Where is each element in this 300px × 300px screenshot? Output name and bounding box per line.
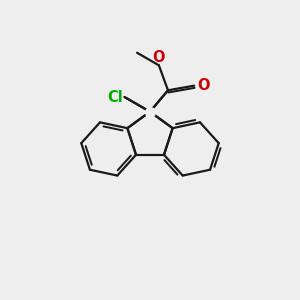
Text: O: O [198, 78, 210, 93]
Text: Cl: Cl [107, 89, 123, 104]
Text: O: O [153, 50, 165, 65]
